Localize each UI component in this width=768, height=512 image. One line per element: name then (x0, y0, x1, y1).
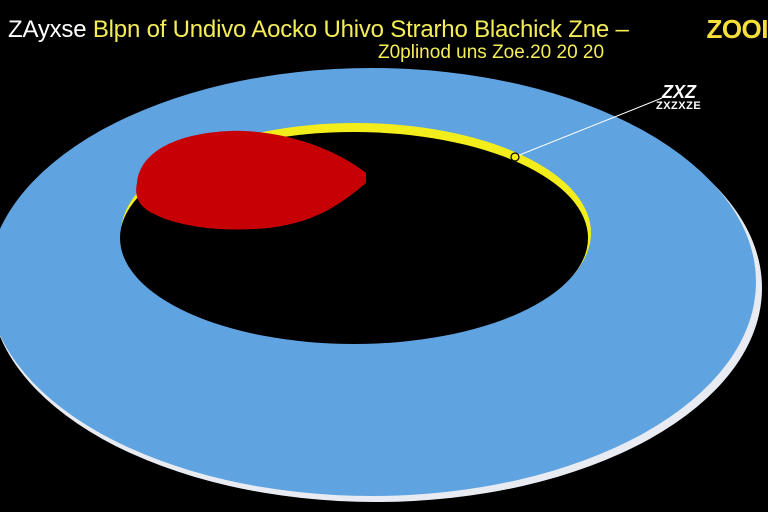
chart-title: ZAyxse Blpn of Undivo Aocko Uhivo Strarh… (8, 16, 629, 44)
callout-leader-line (516, 97, 663, 157)
callout-label-bottom: ZXZXZE (656, 100, 702, 112)
red-region (136, 130, 366, 230)
callout-marker (510, 152, 520, 162)
title-main-text: Blpn of Undivo Aocko Uhivo Strarho Blach… (92, 16, 629, 43)
chart-subtitle: Z0plinod uns Zoe.20 20 20 (378, 42, 605, 63)
title-accent-text: ZAyxse (8, 16, 87, 43)
callout-label-top: ZXZ (662, 82, 696, 102)
title-brand-logo: ZOOI (706, 14, 768, 44)
